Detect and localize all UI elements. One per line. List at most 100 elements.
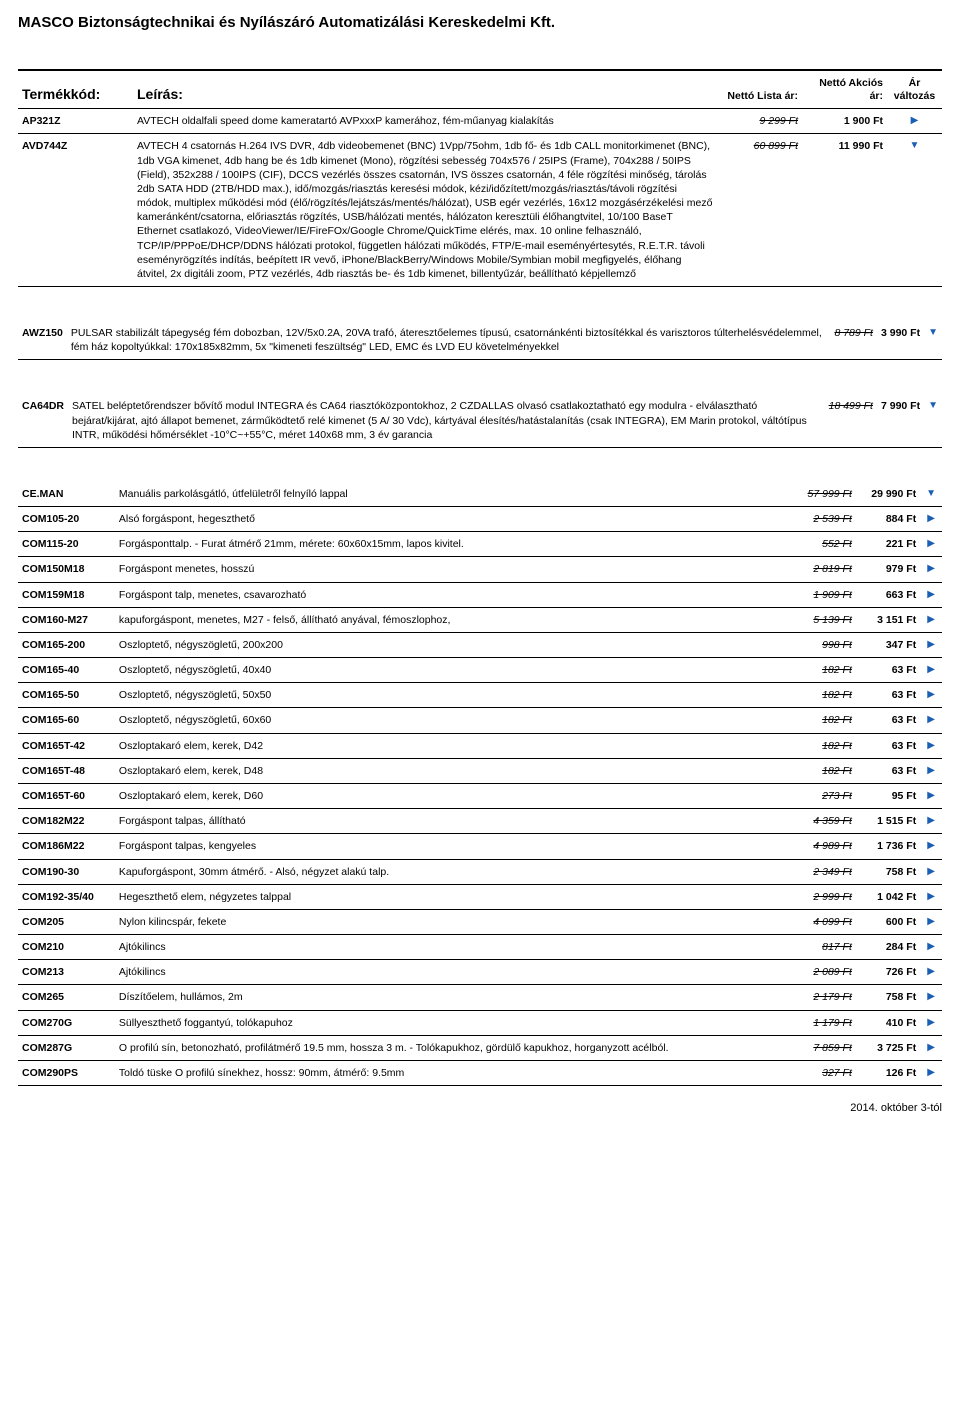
cell-sale-price: 663 Ft xyxy=(856,582,920,607)
cell-code: AWZ150 xyxy=(18,321,67,360)
cell-list-price: 182 Ft xyxy=(792,683,856,708)
price-down-icon: ▼ xyxy=(924,321,942,360)
price-up-icon: ▶ xyxy=(920,1035,942,1060)
price-table-2: AWZ150PULSAR stabilizált tápegység fém d… xyxy=(18,321,942,360)
price-up-icon: ▶ xyxy=(920,784,942,809)
cell-desc: Oszloptakaró elem, kerek, D48 xyxy=(115,758,792,783)
cell-list-price: 552 Ft xyxy=(792,532,856,557)
cell-list-price: 4 989 Ft xyxy=(792,834,856,859)
price-table-4: CE.MANManuális parkolásgátló, útfelületr… xyxy=(18,482,942,1086)
cell-list-price: 2 819 Ft xyxy=(792,557,856,582)
cell-desc: Díszítőelem, hullámos, 2m xyxy=(115,985,792,1010)
cell-desc: Manuális parkolásgátló, útfelületről fel… xyxy=(115,482,792,507)
table-row: AP321ZAVTECH oldalfali speed dome kamera… xyxy=(18,109,942,134)
col-chg: Ár változás xyxy=(887,70,942,109)
cell-desc: Toldó tüske O profilú sínekhez, hossz: 9… xyxy=(115,1060,792,1085)
price-up-icon: ▶ xyxy=(920,582,942,607)
price-up-icon: ▶ xyxy=(920,960,942,985)
cell-desc: Forgásponttalp. - Furat átmérő 21mm, mér… xyxy=(115,532,792,557)
cell-code: COM165-40 xyxy=(18,658,115,683)
cell-desc: Ajtókilincs xyxy=(115,960,792,985)
table-row: AWZ150PULSAR stabilizált tápegység fém d… xyxy=(18,321,942,360)
cell-code: COM165T-60 xyxy=(18,784,115,809)
cell-code: COM115-20 xyxy=(18,532,115,557)
cell-sale-price: 3 725 Ft xyxy=(856,1035,920,1060)
table-row: COM287GO profilú sín, betonozható, profi… xyxy=(18,1035,942,1060)
cell-list-price: 1 909 Ft xyxy=(792,582,856,607)
cell-desc: Oszloptető, négyszögletű, 50x50 xyxy=(115,683,792,708)
col-code: Termékkód: xyxy=(18,70,133,109)
cell-code: AVD744Z xyxy=(18,134,133,287)
table-row: COM165T-60Oszloptakaró elem, kerek, D602… xyxy=(18,784,942,809)
cell-sale-price: 221 Ft xyxy=(856,532,920,557)
cell-list-price: 8 789 Ft xyxy=(830,321,877,360)
cell-code: COM210 xyxy=(18,935,115,960)
cell-code: COM165T-48 xyxy=(18,758,115,783)
table-row: COM182M22Forgáspont talpas, állítható4 3… xyxy=(18,809,942,834)
table-row: COM190-30Kapuforgáspont, 30mm átmérő. - … xyxy=(18,859,942,884)
table-body: AP321ZAVTECH oldalfali speed dome kamera… xyxy=(18,109,942,287)
price-up-icon: ▶ xyxy=(920,507,942,532)
col-list: Nettó Lista ár: xyxy=(717,70,802,109)
cell-list-price: 2 999 Ft xyxy=(792,884,856,909)
cell-code: COM270G xyxy=(18,1010,115,1035)
cell-code: COM165T-42 xyxy=(18,733,115,758)
cell-list-price: 273 Ft xyxy=(792,784,856,809)
cell-sale-price: 3 990 Ft xyxy=(877,321,924,360)
cell-desc: Kapuforgáspont, 30mm átmérő. - Alsó, nég… xyxy=(115,859,792,884)
price-up-icon: ▶ xyxy=(920,1010,942,1035)
cell-list-price: 9 299 Ft xyxy=(717,109,802,134)
cell-list-price: 817 Ft xyxy=(792,935,856,960)
price-up-icon: ▶ xyxy=(920,532,942,557)
cell-desc: Forgáspont menetes, hosszú xyxy=(115,557,792,582)
table-row: COM115-20Forgásponttalp. - Furat átmérő … xyxy=(18,532,942,557)
table-body: AWZ150PULSAR stabilizált tápegység fém d… xyxy=(18,321,942,360)
cell-desc: Oszloptető, négyszögletű, 60x60 xyxy=(115,708,792,733)
cell-list-price: 182 Ft xyxy=(792,658,856,683)
cell-code: COM165-50 xyxy=(18,683,115,708)
cell-sale-price: 63 Ft xyxy=(856,758,920,783)
cell-list-price: 327 Ft xyxy=(792,1060,856,1085)
cell-code: AP321Z xyxy=(18,109,133,134)
cell-desc: kapuforgáspont, menetes, M27 - felső, ál… xyxy=(115,607,792,632)
table-row: COM205Nylon kilincspár, fekete4 099 Ft60… xyxy=(18,909,942,934)
cell-desc: O profilú sín, betonozható, profilátmérő… xyxy=(115,1035,792,1060)
cell-sale-price: 1 042 Ft xyxy=(856,884,920,909)
cell-sale-price: 884 Ft xyxy=(856,507,920,532)
cell-list-price: 182 Ft xyxy=(792,708,856,733)
cell-sale-price: 1 736 Ft xyxy=(856,834,920,859)
cell-list-price: 4 099 Ft xyxy=(792,909,856,934)
price-down-icon: ▼ xyxy=(887,134,942,287)
price-down-icon: ▼ xyxy=(924,394,942,447)
price-up-icon: ▶ xyxy=(920,708,942,733)
cell-sale-price: 63 Ft xyxy=(856,733,920,758)
table-row: COM186M22Forgáspont talpas, kengyeles4 9… xyxy=(18,834,942,859)
cell-sale-price: 7 990 Ft xyxy=(877,394,924,447)
cell-sale-price: 95 Ft xyxy=(856,784,920,809)
price-up-icon: ▶ xyxy=(920,935,942,960)
cell-desc: Oszloptető, négyszögletű, 40x40 xyxy=(115,658,792,683)
cell-sale-price: 979 Ft xyxy=(856,557,920,582)
cell-desc: Oszloptető, négyszögletű, 200x200 xyxy=(115,632,792,657)
table-row: COM210Ajtókilincs817 Ft284 Ft▶ xyxy=(18,935,942,960)
table-row: COM290PSToldó tüske O profilú sínekhez, … xyxy=(18,1060,942,1085)
cell-list-price: 18 499 Ft xyxy=(825,394,877,447)
cell-code: COM265 xyxy=(18,985,115,1010)
table-body: CA64DRSATEL beléptetőrendszer bővítő mod… xyxy=(18,394,942,447)
table-row: COM165-50Oszloptető, négyszögletű, 50x50… xyxy=(18,683,942,708)
price-up-icon: ▶ xyxy=(920,758,942,783)
cell-code: COM182M22 xyxy=(18,809,115,834)
price-up-icon: ▶ xyxy=(920,884,942,909)
cell-sale-price: 347 Ft xyxy=(856,632,920,657)
cell-desc: Forgáspont talpas, kengyeles xyxy=(115,834,792,859)
table-row: COM150M18Forgáspont menetes, hosszú2 819… xyxy=(18,557,942,582)
cell-desc: Süllyeszthető foggantyú, tolókapuhoz xyxy=(115,1010,792,1035)
cell-list-price: 60 899 Ft xyxy=(717,134,802,287)
cell-code: COM165-200 xyxy=(18,632,115,657)
table-body: CE.MANManuális parkolásgátló, útfelületr… xyxy=(18,482,942,1086)
cell-desc: AVTECH oldalfali speed dome kameratartó … xyxy=(133,109,717,134)
cell-list-price: 2 539 Ft xyxy=(792,507,856,532)
table-row: COM213Ajtókilincs2 089 Ft726 Ft▶ xyxy=(18,960,942,985)
cell-code: CE.MAN xyxy=(18,482,115,507)
page-title: MASCO Biztonságtechnikai és Nyílászáró A… xyxy=(18,14,942,31)
